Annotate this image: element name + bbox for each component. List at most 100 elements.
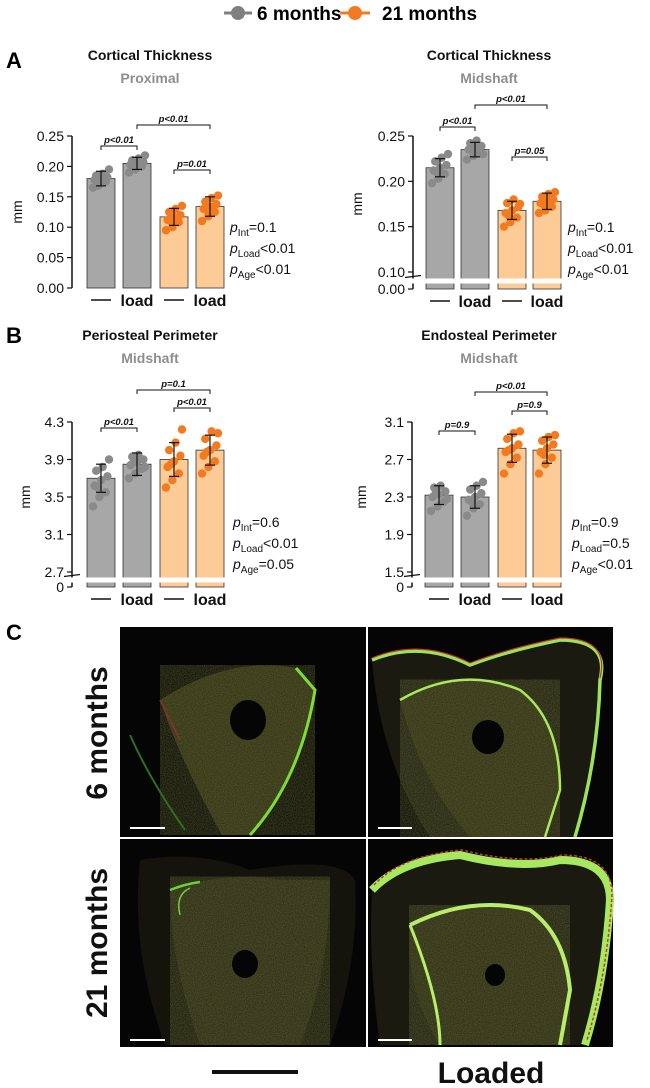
data-point (165, 207, 174, 217)
bar-break-gap (460, 577, 490, 583)
significance-bracket (439, 126, 476, 131)
panel-letter-b: B (6, 323, 22, 348)
stat-line: pLoad<0.01 (567, 240, 634, 260)
bar (122, 162, 152, 289)
data-point (534, 469, 544, 478)
micrograph-grid: 6 months 21 months Loaded (81, 627, 615, 1088)
significance-bracket (100, 427, 138, 432)
chart-title: Endosteal Perimeter (421, 327, 557, 343)
data-point (103, 472, 112, 481)
significance-label: p<0.01 (495, 381, 526, 392)
bar (86, 178, 116, 289)
chart-title: Cortical Thickness (427, 47, 552, 63)
data-point (197, 469, 207, 478)
data-point (431, 488, 440, 497)
data-point (541, 459, 550, 469)
panel-letter-a: A (6, 48, 22, 73)
data-point (504, 211, 513, 220)
data-point (204, 462, 213, 472)
y-tick-label: 0.10 (378, 264, 405, 280)
data-point (176, 210, 185, 220)
significance-label: p=0.9 (516, 400, 542, 411)
data-point (550, 430, 560, 440)
y-tick-label: 3.1 (385, 414, 405, 430)
significance-bracket (173, 407, 211, 412)
stat-line: pLoad<0.01 (232, 535, 299, 555)
x-category-label: load (121, 592, 154, 609)
x-category-label: load (531, 294, 564, 311)
data-point (166, 459, 175, 469)
significance-bracket (511, 156, 548, 161)
significance-bracket (136, 389, 211, 394)
data-point (213, 429, 223, 438)
data-point (478, 149, 488, 159)
data-point (177, 201, 187, 211)
bar-break-gap (86, 577, 116, 583)
legend-marker-6-months (231, 6, 245, 20)
legend-label-6-months: 6 months (257, 4, 341, 25)
data-point (212, 441, 221, 450)
y-axis-label: mm (17, 485, 33, 508)
legend: 6 months 21 months (224, 4, 477, 25)
data-point (207, 427, 216, 436)
data-point (176, 451, 185, 460)
y-tick-label: 3.9 (45, 452, 65, 468)
data-point (462, 511, 472, 520)
y-tick-label: 0.15 (37, 189, 64, 205)
significance-label: p=0.05 (514, 146, 546, 157)
bar-break-gap (532, 577, 562, 583)
significance-label: p<0.01 (103, 417, 134, 428)
row-label-21-months: 21 months (81, 868, 114, 1018)
data-point (504, 445, 513, 455)
significance-label: p<0.01 (158, 114, 189, 125)
bar-break-gap (195, 577, 225, 583)
data-point (538, 436, 547, 445)
y-tick-label-zero: 0.00 (378, 281, 405, 297)
x-category-label: load (459, 294, 492, 311)
data-point (161, 483, 171, 492)
data-point (426, 506, 436, 516)
stat-line: pLoad<0.01 (229, 240, 296, 260)
row-label-6-months: 6 months (81, 666, 114, 799)
x-category-label: load (194, 592, 227, 609)
data-point (515, 427, 525, 436)
bar-break-gap (460, 278, 490, 284)
column-label-loaded: Loaded (438, 1057, 545, 1088)
data-point (547, 202, 556, 211)
legend-item-21-months: 21 months (340, 4, 477, 25)
data-point (104, 165, 114, 174)
stat-line: pInt=0.9 (571, 514, 619, 534)
data-point (93, 483, 103, 492)
axis-break-mark (404, 274, 422, 279)
data-point (499, 222, 509, 231)
data-point (466, 485, 475, 494)
data-point (440, 169, 449, 179)
chart-subtitle: Midshaft (460, 350, 518, 366)
stat-line: pAge<0.01 (571, 556, 633, 576)
data-point (140, 151, 150, 160)
chart-title: Periosteal Perimeter (82, 327, 218, 343)
data-point (202, 447, 211, 457)
data-point (92, 466, 101, 475)
data-point (201, 434, 210, 444)
data-point (202, 205, 211, 215)
data-point (503, 434, 512, 444)
data-point (129, 162, 138, 171)
y-axis-label: mm (349, 192, 365, 215)
data-point (88, 502, 98, 511)
data-point (197, 216, 207, 226)
legend-item-6-months: 6 months (224, 4, 341, 25)
data-point (174, 469, 183, 478)
y-tick-label: 0.15 (378, 219, 405, 235)
bar-break-gap (159, 577, 189, 583)
y-tick-label: 0.20 (378, 173, 405, 189)
bar-break-gap (497, 577, 527, 583)
data-point (213, 191, 223, 200)
significance-bracket (136, 124, 211, 129)
y-tick-label: 0.10 (37, 219, 64, 235)
data-point (124, 474, 134, 483)
y-tick-label: 1.5 (385, 564, 405, 580)
y-axis-label: mm (9, 200, 25, 223)
significance-bracket (474, 391, 548, 396)
y-tick-label: 2.3 (385, 489, 405, 505)
